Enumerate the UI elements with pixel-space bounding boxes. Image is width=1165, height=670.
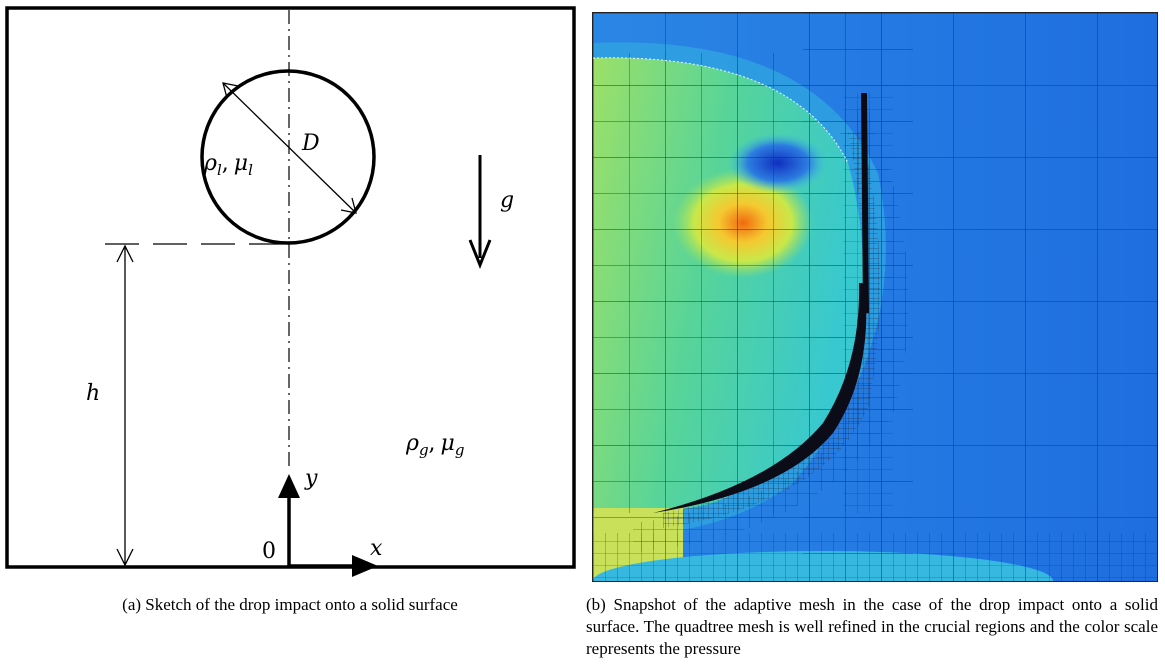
label-gas-properties: ρg, μg <box>405 431 464 459</box>
diameter-line <box>222 82 357 214</box>
drop-interior-mesh <box>593 53 843 513</box>
label-comma-g: , <box>429 431 436 456</box>
height-arrowhead-bottom <box>116 548 134 567</box>
label-rho-g: ρ <box>405 431 419 456</box>
wall-mesh <box>593 533 1157 581</box>
label-liquid-properties: ρl, μl <box>203 151 253 179</box>
caption-a: (a) Sketch of the drop impact onto a sol… <box>122 595 458 614</box>
label-mu-g-sub: g <box>455 441 465 459</box>
y-axis-arrowhead <box>278 474 300 498</box>
label-rho-l-sub: l <box>217 161 222 179</box>
label-x: x <box>370 536 383 561</box>
label-rho-l: ρ <box>203 151 217 176</box>
caption-b: (b) Snapshot of the adaptive mesh in the… <box>586 595 1158 658</box>
label-mu-l: μ <box>234 151 248 176</box>
label-y: y <box>304 466 318 491</box>
diameter-arrowhead-bottom <box>340 197 357 214</box>
label-mu-l-sub: l <box>248 161 253 179</box>
sketch-figure: D g h ρl, μl ρg, μg y x 0 <box>5 6 576 577</box>
label-g: g <box>500 188 514 213</box>
label-h: h <box>86 381 100 406</box>
label-mu-g: μ <box>441 431 455 456</box>
x-axis-arrowhead <box>352 555 378 577</box>
gravity-arrowhead <box>468 239 492 270</box>
fine-interface-mesh <box>663 131 880 528</box>
mesh-svg <box>593 13 1157 581</box>
interface-outline <box>593 57 849 164</box>
lamella-jet <box>861 93 869 313</box>
label-comma-l: , <box>222 151 229 176</box>
diameter-arrowhead-top <box>222 82 239 99</box>
label-D: D <box>301 131 320 156</box>
label-origin: 0 <box>262 539 276 564</box>
label-rho-g-sub: g <box>419 441 429 459</box>
mesh-snapshot <box>592 12 1158 582</box>
height-arrowhead-top <box>116 244 134 263</box>
drop-circle <box>200 69 376 245</box>
